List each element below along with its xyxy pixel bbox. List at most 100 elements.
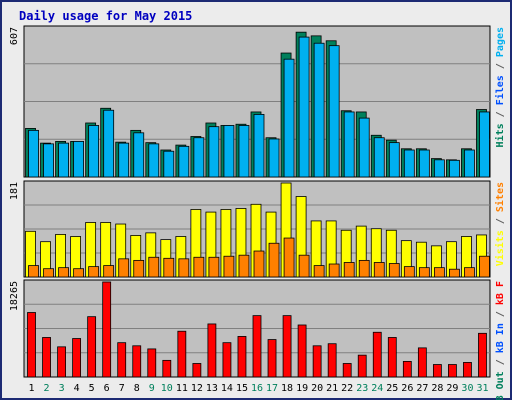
- bar-kb-f-day-15: [237, 336, 247, 378]
- bar-kb-f-day-12: [192, 363, 202, 378]
- bar-sites-day-24: [373, 262, 385, 278]
- panel-max-label: 607: [9, 27, 20, 45]
- bar-kb-f-day-4: [72, 338, 82, 378]
- bar-sites-day-16: [253, 250, 265, 278]
- bar-sites-day-12: [193, 256, 205, 278]
- bar-kb-f-day-3: [57, 346, 66, 378]
- bar-sites-day-7: [118, 258, 130, 278]
- bar-files-day-10: [163, 150, 175, 178]
- bar-files-day-19: [298, 36, 310, 178]
- bar-kb-f-day-2: [42, 337, 51, 378]
- bar-files-day-20: [313, 42, 325, 178]
- bar-kb-f-day-21: [327, 343, 337, 378]
- x-tick-label-day-31: 31: [476, 383, 488, 394]
- x-tick-label-day-27: 27: [416, 383, 428, 394]
- bar-kb-f-day-30: [463, 362, 472, 378]
- bar-sites-day-3: [58, 267, 69, 278]
- x-tick-label-day-16: 16: [251, 383, 263, 394]
- bar-kb-f-day-13: [207, 323, 217, 378]
- bar-sites-day-8: [133, 259, 145, 278]
- legend-separator: /: [495, 105, 506, 123]
- bar-files-day-12: [193, 137, 205, 178]
- x-tick-label-day-10: 10: [161, 383, 173, 394]
- x-tick-label-day-18: 18: [281, 383, 293, 394]
- bar-sites-day-31: [479, 255, 490, 278]
- panel-max-label: 18265: [9, 281, 20, 311]
- bar-kb-f-day-29: [448, 364, 457, 378]
- bar-kb-f-day-19: [297, 324, 307, 378]
- bar-files-day-3: [58, 142, 69, 178]
- x-tick-label-day-21: 21: [326, 383, 338, 394]
- x-tick-label-day-8: 8: [134, 383, 140, 394]
- x-tick-label-day-4: 4: [74, 383, 80, 394]
- x-tick-label-day-3: 3: [59, 383, 65, 394]
- x-axis-day-labels: 1 2 3 4 5 6 7 8 9 10 11 12 13 14 15 16 17 18 19 20 21 22 23 24 2…: [29, 383, 489, 394]
- bar-sites-day-10: [163, 257, 175, 278]
- bar-kb-f-day-31: [478, 332, 487, 378]
- bar-files-day-21: [328, 45, 340, 178]
- bar-sites-day-6: [103, 265, 115, 278]
- bar-files-day-17: [268, 138, 280, 178]
- x-tick-label-day-23: 23: [356, 383, 368, 394]
- bar-kb-f-day-10: [162, 359, 172, 378]
- bar-sites-day-29: [449, 268, 460, 278]
- bar-files-day-31: [479, 111, 490, 178]
- chart-title: Daily usage for May 2015: [19, 9, 192, 23]
- x-tick-label-day-17: 17: [266, 383, 278, 394]
- bar-files-day-7: [118, 142, 130, 178]
- bar-files-day-22: [343, 111, 355, 178]
- bar-kb-f-day-20: [312, 345, 322, 378]
- bar-kb-f-day-5: [87, 316, 97, 378]
- bar-files-day-4: [73, 141, 85, 178]
- bar-files-day-9: [148, 143, 160, 178]
- x-tick-label-day-19: 19: [296, 383, 308, 394]
- bar-files-day-24: [373, 137, 385, 178]
- x-tick-label-day-20: 20: [311, 383, 323, 394]
- bar-kb-f-day-25: [387, 337, 397, 378]
- legend-separator: /: [495, 305, 506, 323]
- bar-files-day-15: [238, 125, 250, 178]
- bar-kb-f-day-6: [102, 281, 112, 378]
- panel-max-label: 181: [9, 182, 20, 200]
- bar-sites-day-9: [148, 256, 160, 278]
- bar-files-day-30: [464, 149, 475, 178]
- bar-kb-f-day-18: [282, 315, 292, 378]
- legend-entry-pages: Pages: [495, 27, 506, 57]
- bar-sites-day-28: [433, 267, 445, 278]
- bar-sites-day-11: [178, 258, 190, 278]
- panel-visits-sites: 181 Visits / Sites: [9, 180, 506, 278]
- x-tick-label-day-14: 14: [221, 383, 233, 394]
- x-tick-label-day-11: 11: [176, 383, 188, 394]
- bar-sites-day-5: [88, 266, 100, 278]
- legend-separator: /: [495, 353, 506, 371]
- bar-files-day-5: [88, 125, 100, 178]
- x-tick-label-day-6: 6: [104, 383, 110, 394]
- bar-files-day-26: [403, 149, 415, 178]
- bar-files-day-28: [433, 159, 445, 178]
- legend-entry-kb-out: kB Out: [495, 371, 506, 400]
- legend-entry-hits: Hits: [494, 123, 506, 147]
- bar-sites-day-15: [238, 254, 250, 278]
- x-tick-label-day-28: 28: [431, 383, 443, 394]
- bar-files-day-14: [223, 125, 235, 178]
- x-tick-label-day-13: 13: [206, 383, 218, 394]
- bar-kb-f-day-23: [357, 354, 367, 378]
- bar-files-day-29: [449, 159, 460, 178]
- bar-files-day-1: [28, 129, 39, 178]
- bar-files-day-16: [253, 114, 265, 178]
- bar-kb-f-day-11: [177, 330, 187, 378]
- x-tick-label-day-24: 24: [371, 383, 383, 394]
- bar-sites-day-27: [418, 267, 430, 278]
- x-tick-label-day-7: 7: [119, 383, 125, 394]
- panel-pages-files-hits: 607 Hits / Files / Pages: [9, 25, 506, 178]
- bar-kb-f-day-9: [147, 348, 157, 378]
- bar-sites-day-23: [358, 259, 370, 278]
- x-tick-label-day-1: 1: [29, 383, 35, 394]
- bar-sites-day-22: [343, 262, 355, 278]
- bar-files-day-18: [283, 58, 295, 178]
- legend-separator: /: [495, 212, 506, 230]
